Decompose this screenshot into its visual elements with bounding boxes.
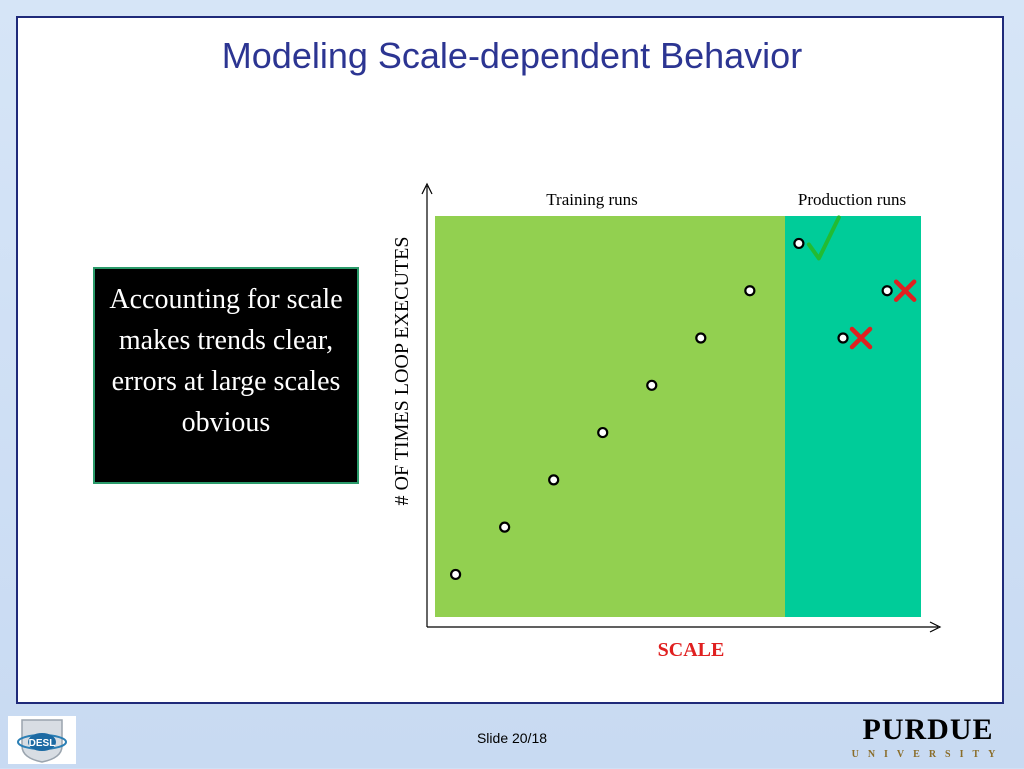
production-region [785,216,921,617]
production-point [837,332,849,344]
training-point [548,474,560,486]
training-point [449,568,462,581]
purdue-logo-subtext: UNIVERSITY [851,749,1005,760]
production-point [881,285,893,297]
slide-number: Slide 20/18 [476,730,548,746]
x-axis-arrow [929,621,942,633]
purdue-logo: PURDUE UNIVERSITY [850,714,1006,766]
production-runs-label: Production runs [798,190,906,209]
training-point [646,379,658,391]
purdue-logo-text: PURDUE [862,713,994,746]
training-point [695,332,707,344]
callout-text: Accounting for scale makes trends clear,… [109,284,343,438]
desl-logo: DESL [8,716,76,764]
chart-marks [449,215,917,581]
slide-title: Modeling Scale-dependent Behavior [221,35,803,76]
training-point [744,285,756,297]
y-axis-arrow [421,182,433,195]
error-x-icon [849,326,873,350]
error-x-icon [893,279,917,302]
training-runs-label: Training runs [546,190,637,209]
desl-logo-label: DESL [29,738,56,749]
x-axis-label: SCALE [658,639,725,661]
desl-logo-icon: DESL [17,719,67,763]
training-region [435,216,785,617]
callout-box: Accounting for scale makes trends clear,… [93,267,359,484]
training-point [597,426,609,439]
training-point [499,521,511,533]
y-axis-label: # OF TIMES LOOP EXECUTES [391,237,413,506]
checkmark-icon [806,215,841,261]
production-point [793,237,805,250]
